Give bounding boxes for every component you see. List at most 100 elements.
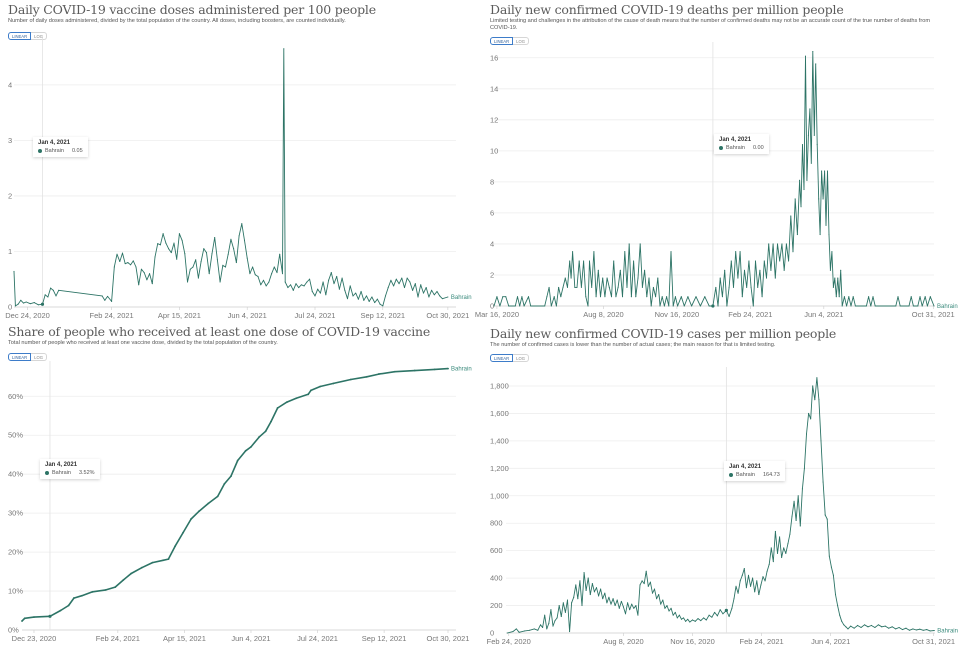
data-point xyxy=(111,300,113,302)
data-point xyxy=(140,566,143,569)
data-point xyxy=(250,446,252,448)
chart-panel-cases: Daily new confirmed COVID-19 cases per m… xyxy=(482,324,962,649)
data-point xyxy=(122,579,125,582)
data-point xyxy=(627,602,629,604)
data-point xyxy=(756,580,758,582)
data-point xyxy=(874,626,876,629)
data-point xyxy=(854,305,856,307)
data-point xyxy=(683,305,685,307)
data-point xyxy=(766,570,768,572)
data-point xyxy=(834,594,837,596)
data-point xyxy=(436,290,438,293)
linear-scale-button[interactable]: LINEAR xyxy=(490,354,514,362)
data-point xyxy=(130,264,132,266)
data-point xyxy=(757,286,759,288)
data-point xyxy=(818,399,820,401)
data-point xyxy=(633,607,635,609)
linear-scale-button[interactable]: LINEAR xyxy=(8,353,32,361)
data-point xyxy=(176,258,178,260)
data-point xyxy=(763,260,765,262)
data-point xyxy=(333,283,335,285)
data-point xyxy=(620,600,622,602)
data-point xyxy=(576,286,578,288)
data-point xyxy=(921,305,923,307)
data-point xyxy=(151,561,154,564)
data-point xyxy=(306,281,308,283)
log-scale-button[interactable]: LOG xyxy=(31,32,47,40)
data-point xyxy=(668,610,670,612)
tooltip-country: Bahrain xyxy=(726,145,745,151)
data-point xyxy=(101,295,103,297)
data-point xyxy=(870,624,872,627)
data-point xyxy=(260,284,262,286)
data-point xyxy=(711,616,713,618)
data-point xyxy=(901,629,904,631)
data-point xyxy=(649,581,651,583)
data-point xyxy=(933,629,935,632)
data-point xyxy=(246,257,248,259)
data-point xyxy=(728,286,730,288)
x-tick-label: Oct 30, 2021 xyxy=(426,311,469,320)
chart-subtitle: Total number of people who received at l… xyxy=(8,340,278,346)
data-point xyxy=(735,251,737,253)
data-point xyxy=(512,631,514,633)
data-point xyxy=(181,239,183,241)
data-point xyxy=(352,295,354,297)
data-point xyxy=(314,295,316,297)
data-point xyxy=(587,305,589,307)
linear-scale-button[interactable]: LINEAR xyxy=(8,32,32,40)
linear-scale-button[interactable]: LINEAR xyxy=(490,37,514,45)
data-point xyxy=(577,598,579,600)
scale-toggle: LINEAR LOG xyxy=(8,353,47,361)
data-point xyxy=(572,251,574,253)
data-point xyxy=(58,289,60,291)
data-point xyxy=(721,296,723,298)
data-point xyxy=(752,577,754,579)
y-tick-label: 2 xyxy=(8,191,12,200)
data-point xyxy=(17,303,19,305)
data-point xyxy=(841,305,843,307)
line-chart[interactable]: 0 200 400 600 800 1,000 1,200 1,400 1,600 1,800 Fe… xyxy=(482,324,964,650)
data-point xyxy=(222,264,224,266)
data-point xyxy=(804,55,807,57)
log-scale-button[interactable]: LOG xyxy=(513,354,529,362)
data-point xyxy=(599,296,602,298)
tooltip-date: Jan 4, 2021 xyxy=(38,140,71,146)
data-point xyxy=(583,572,585,574)
data-point xyxy=(162,233,164,235)
data-point xyxy=(895,305,897,307)
y-tick-label: 1 xyxy=(8,247,12,256)
log-scale-button[interactable]: LOG xyxy=(31,353,47,361)
data-point xyxy=(867,626,869,628)
data-point xyxy=(365,375,368,378)
x-tick-label: Oct 31, 2021 xyxy=(912,310,955,319)
line-chart[interactable]: 0 1 2 3 4 Dec 24, 2020 Feb 24, 2021 Apr 15, 202… xyxy=(0,0,480,325)
hover-point xyxy=(724,608,728,612)
data-point xyxy=(762,576,764,578)
data-point xyxy=(157,243,159,245)
log-scale-button[interactable]: LOG xyxy=(513,37,529,45)
y-tick-label: 50% xyxy=(8,431,23,440)
data-point xyxy=(781,243,783,245)
data-point xyxy=(666,296,668,298)
data-point xyxy=(47,296,49,298)
data-point xyxy=(768,563,770,565)
y-tick-label: 600 xyxy=(490,546,503,555)
data-point xyxy=(801,488,803,490)
tooltip-country: Bahrain xyxy=(736,472,755,478)
data-point xyxy=(790,215,792,217)
data-point xyxy=(319,385,322,388)
data-point xyxy=(524,630,526,632)
data-point xyxy=(743,567,745,570)
data-point xyxy=(770,269,772,271)
series-line-bahrain xyxy=(507,377,935,634)
data-point xyxy=(637,614,639,616)
data-point xyxy=(116,253,118,255)
data-point xyxy=(530,305,532,307)
data-point xyxy=(564,277,566,279)
series-dot-icon xyxy=(729,473,733,477)
line-chart[interactable]: 0 2 4 6 8 10 12 14 16 Mar 16, 2020 Aug 8, 2020 Nov … xyxy=(475,0,964,325)
data-point xyxy=(819,234,821,236)
line-chart[interactable]: 0% 10% 20% 30% 40% 50% 60% Dec 23, 2020 Feb 24, … xyxy=(0,322,480,650)
y-tick-label: 16 xyxy=(490,53,498,62)
